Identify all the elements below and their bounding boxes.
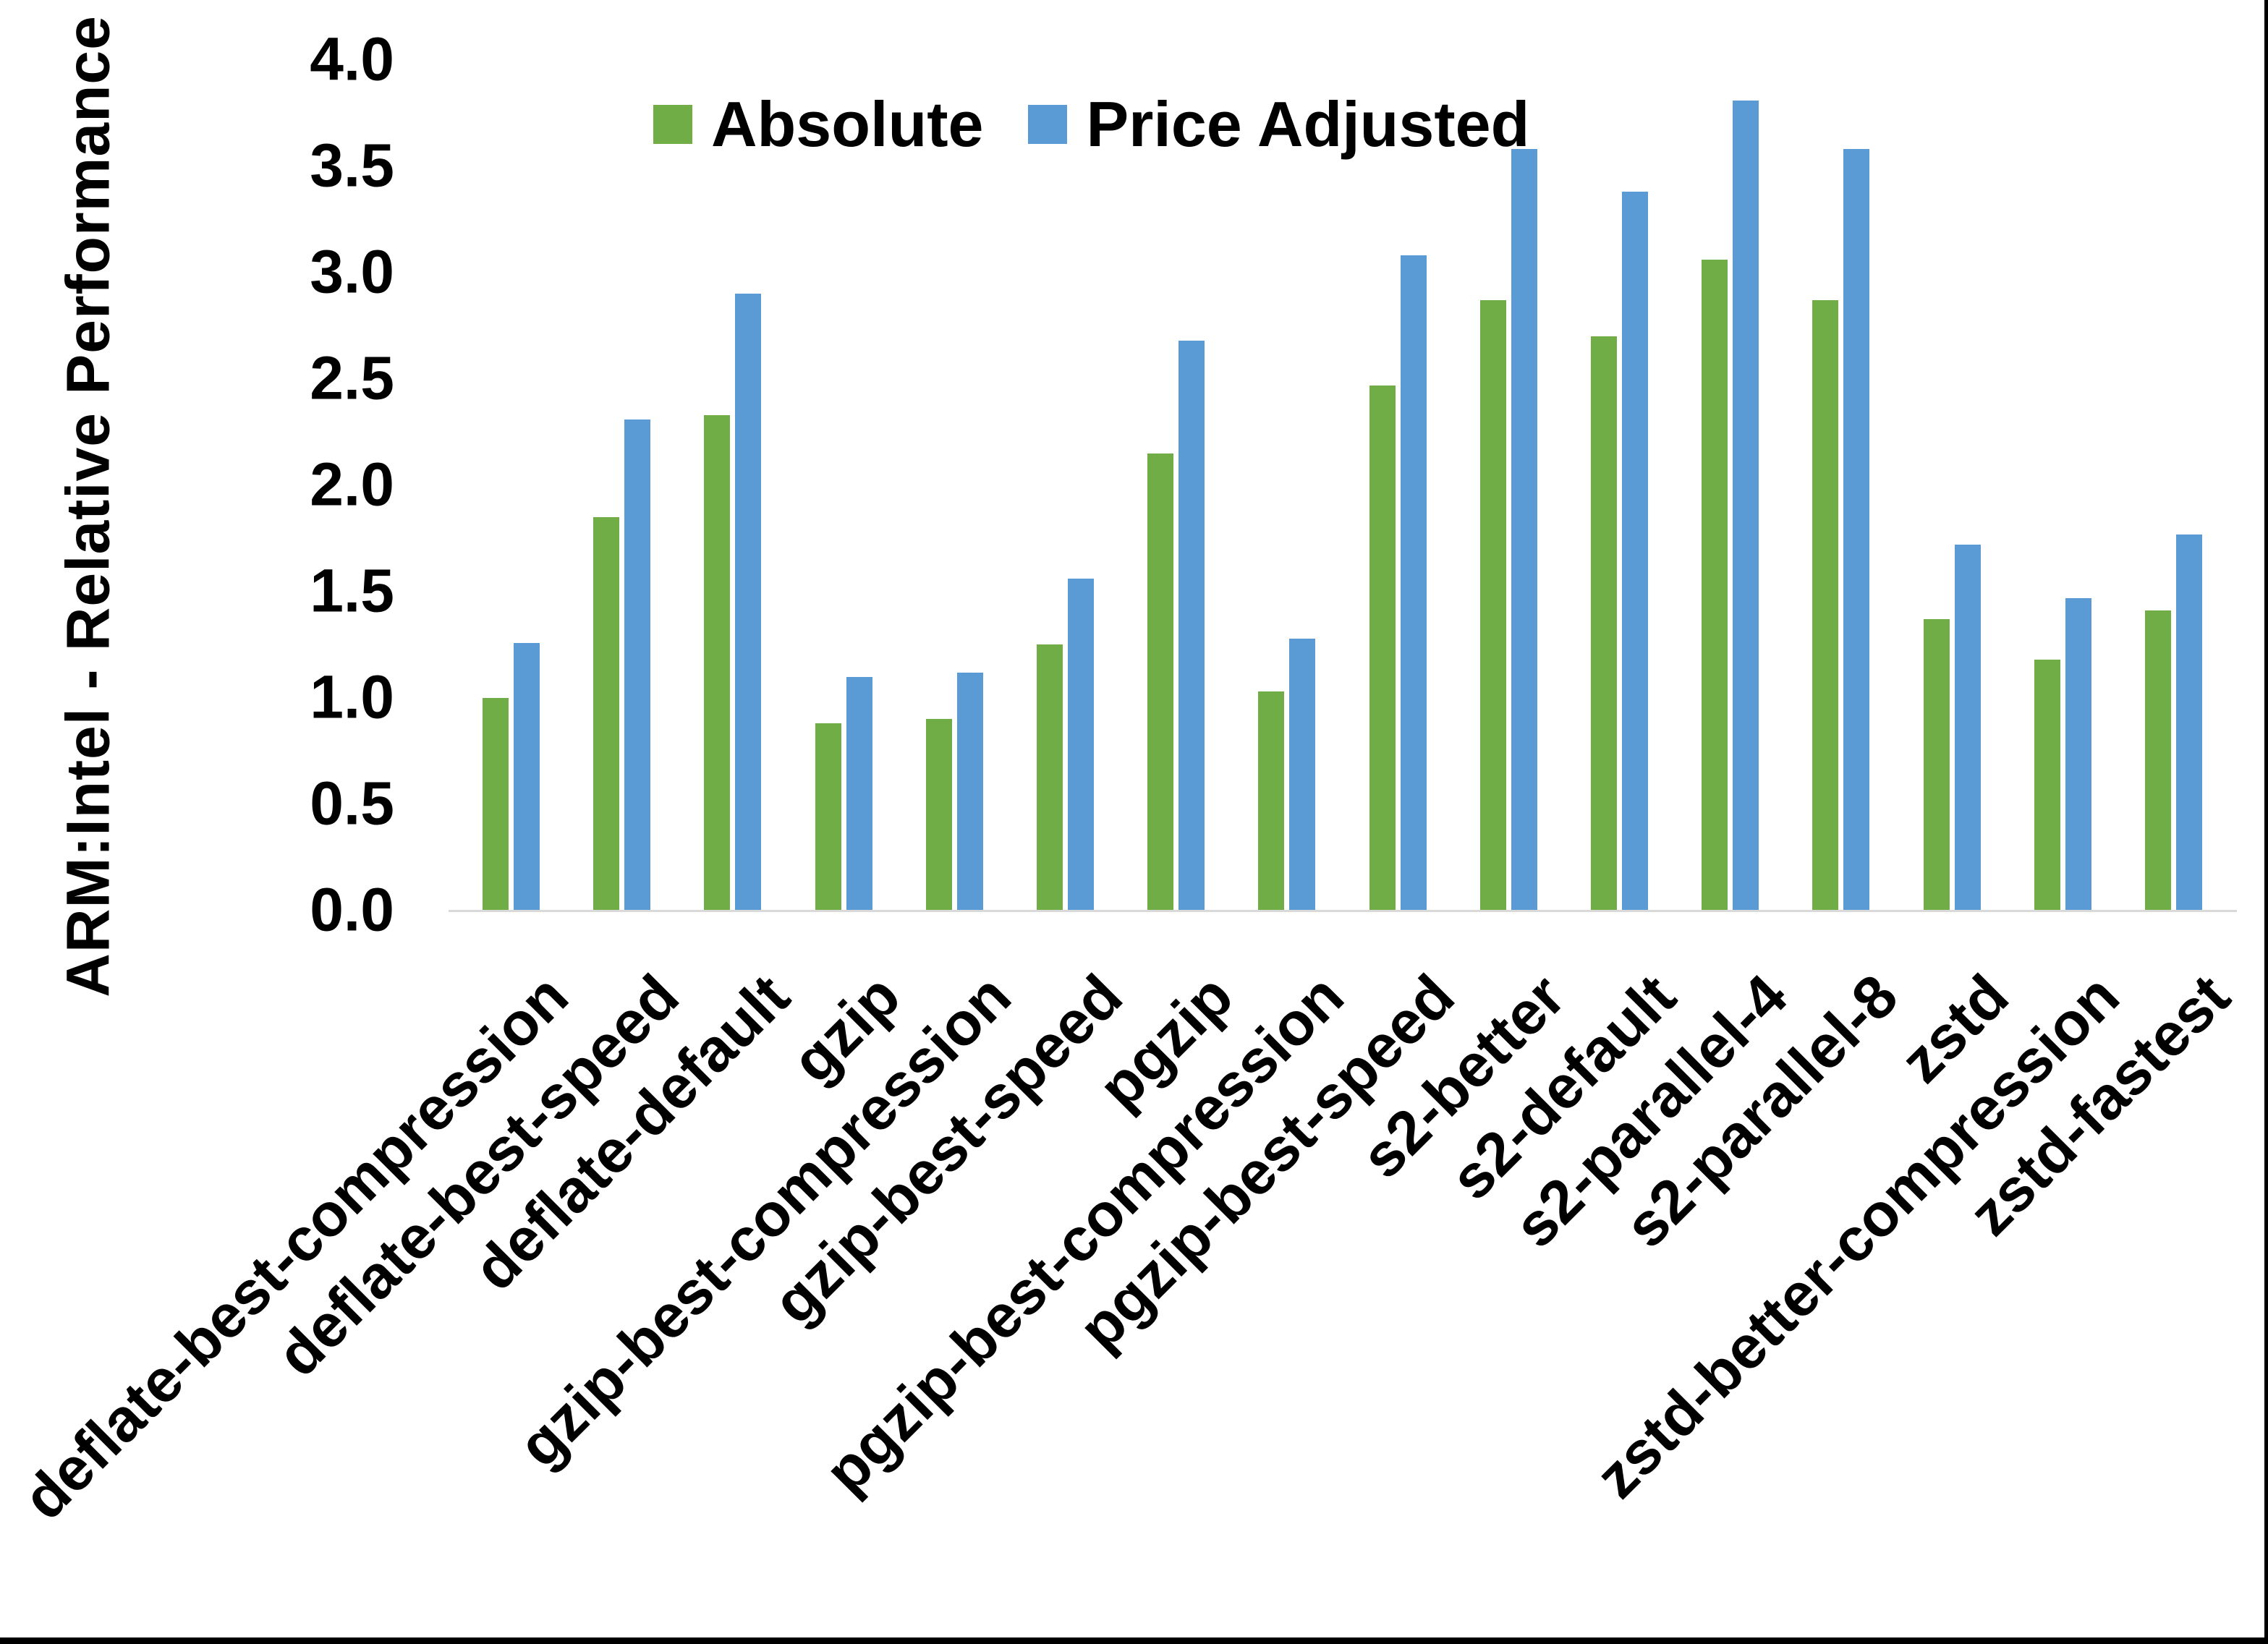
bar-price-adjusted	[1289, 639, 1316, 911]
bar-absolute	[1590, 336, 1617, 911]
bar-group	[2008, 60, 2118, 911]
bar-group	[566, 60, 677, 911]
legend-swatch-price-adjusted	[1028, 105, 1068, 144]
y-tick-label: 1.5	[310, 556, 394, 625]
bar-absolute	[1479, 300, 1506, 911]
plot-area	[449, 60, 2237, 912]
y-tick-label: 0.5	[310, 769, 394, 838]
bar-group	[456, 60, 566, 911]
bar-group	[1564, 60, 1675, 911]
legend: Absolute Price Adjusted	[653, 93, 1529, 156]
y-tick-label: 0.0	[310, 875, 394, 944]
bar-absolute	[1923, 619, 1950, 911]
bar-price-adjusted	[1068, 579, 1095, 911]
bar-group	[899, 60, 1010, 911]
y-tick-label: 1.0	[310, 663, 394, 731]
legend-label-price-adjusted: Price Adjusted	[1086, 88, 1530, 160]
y-tick-label: 2.0	[310, 450, 394, 519]
legend-item-absolute: Absolute	[653, 93, 983, 156]
bar-absolute	[593, 517, 620, 911]
bar-price-adjusted	[1400, 255, 1427, 911]
bar-group	[1896, 60, 2007, 911]
bar-price-adjusted	[1733, 101, 1759, 911]
bar-absolute	[925, 719, 952, 911]
window-border-right	[2264, 0, 2268, 1644]
bar-price-adjusted	[1843, 149, 1870, 911]
bar-absolute	[1369, 386, 1396, 911]
y-tick-label: 3.0	[310, 237, 394, 306]
legend-swatch-absolute	[653, 105, 692, 144]
legend-label-absolute: Absolute	[711, 88, 984, 160]
y-tick-label: 3.5	[310, 131, 394, 200]
bar-price-adjusted	[735, 294, 762, 911]
window-border-bottom	[0, 1637, 2268, 1644]
bar-price-adjusted	[1178, 341, 1205, 911]
bar-absolute	[704, 415, 731, 911]
bar-price-adjusted	[956, 673, 983, 911]
bar-group	[1785, 60, 1896, 911]
bar-price-adjusted	[624, 419, 651, 911]
bar-series-container	[456, 60, 2229, 911]
bar-price-adjusted	[846, 677, 872, 911]
bar-absolute	[1037, 644, 1063, 911]
y-tick-label: 2.5	[310, 344, 394, 412]
bar-absolute	[1702, 260, 1728, 911]
bar-group	[677, 60, 788, 911]
bar-absolute	[2144, 610, 2171, 911]
bar-absolute	[483, 698, 509, 911]
y-tick-label: 4.0	[310, 25, 394, 93]
bar-absolute	[1258, 691, 1285, 911]
bar-price-adjusted	[1954, 545, 1981, 911]
bar-group	[1675, 60, 1785, 911]
bar-group	[789, 60, 899, 911]
bar-price-adjusted	[2065, 598, 2091, 911]
bar-absolute	[2034, 660, 2060, 911]
bar-group	[1453, 60, 1564, 911]
y-axis-title: ARM:Intel - Relative Performance	[54, 15, 122, 997]
bar-group	[1231, 60, 1342, 911]
legend-item-price-adjusted: Price Adjusted	[1028, 93, 1529, 156]
bar-group	[1343, 60, 1453, 911]
bar-price-adjusted	[2175, 534, 2202, 911]
bar-price-adjusted	[514, 643, 540, 911]
bar-group	[1121, 60, 1231, 911]
x-axis-line	[449, 910, 2237, 912]
bar-price-adjusted	[1621, 192, 1648, 911]
bar-price-adjusted	[1511, 149, 1537, 911]
bar-absolute	[815, 723, 841, 911]
bar-absolute	[1812, 300, 1839, 911]
bar-group	[1010, 60, 1121, 911]
bar-group	[2118, 60, 2229, 911]
bar-absolute	[1147, 453, 1174, 911]
